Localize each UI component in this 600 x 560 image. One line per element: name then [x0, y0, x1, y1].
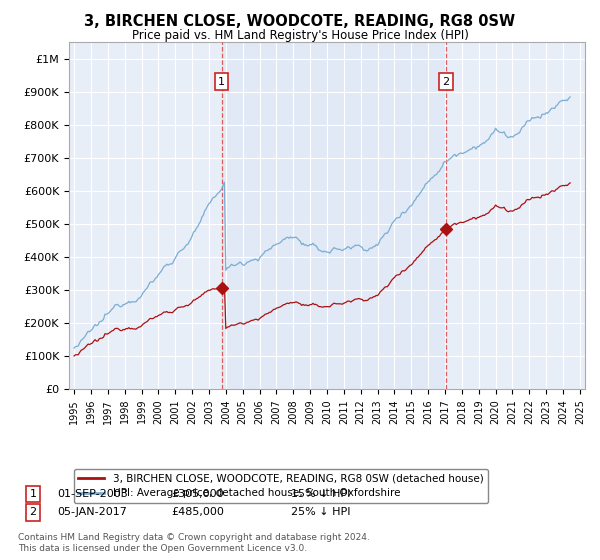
- Text: 25% ↓ HPI: 25% ↓ HPI: [291, 507, 350, 517]
- Text: £305,000: £305,000: [171, 489, 224, 499]
- Bar: [221, 42, 446, 389]
- Text: 2: 2: [29, 507, 37, 517]
- Text: £485,000: £485,000: [171, 507, 224, 517]
- Text: 1: 1: [29, 489, 37, 499]
- Text: 2: 2: [442, 77, 449, 87]
- Text: 3, BIRCHEN CLOSE, WOODCOTE, READING, RG8 0SW: 3, BIRCHEN CLOSE, WOODCOTE, READING, RG8…: [85, 14, 515, 29]
- Text: Contains HM Land Registry data © Crown copyright and database right 2024.
This d: Contains HM Land Registry data © Crown c…: [18, 533, 370, 553]
- Text: Price paid vs. HM Land Registry's House Price Index (HPI): Price paid vs. HM Land Registry's House …: [131, 29, 469, 42]
- Legend: 3, BIRCHEN CLOSE, WOODCOTE, READING, RG8 0SW (detached house), HPI: Average pric: 3, BIRCHEN CLOSE, WOODCOTE, READING, RG8…: [74, 469, 488, 502]
- Text: 05-JAN-2017: 05-JAN-2017: [57, 507, 127, 517]
- Text: 01-SEP-2003: 01-SEP-2003: [57, 489, 128, 499]
- Text: 1: 1: [218, 77, 225, 87]
- Text: 15% ↓ HPI: 15% ↓ HPI: [291, 489, 350, 499]
